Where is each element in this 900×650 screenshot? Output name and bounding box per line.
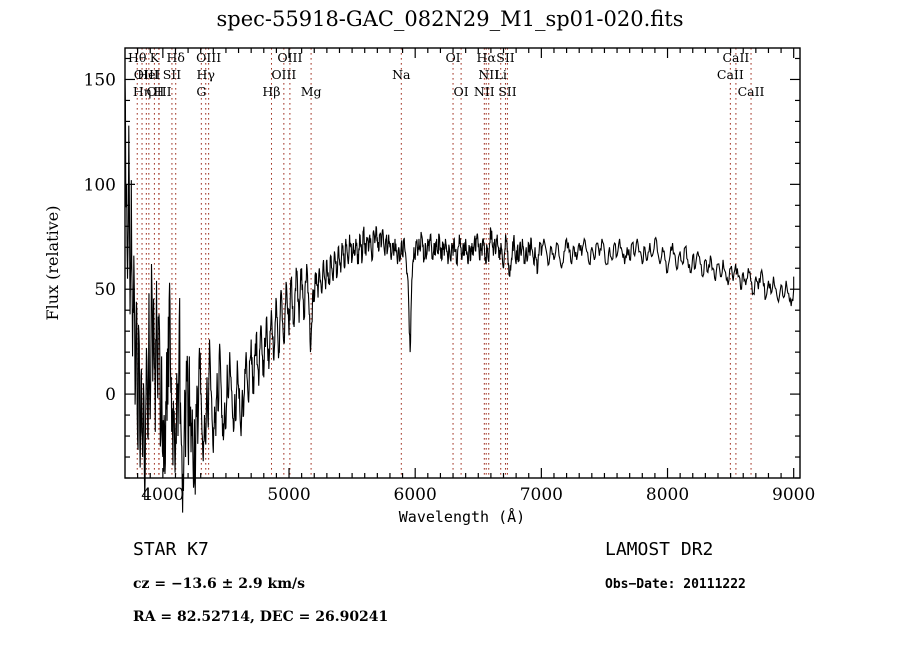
y-tick-150: 150	[84, 70, 116, 90]
plot-frame	[124, 47, 801, 479]
redshift-text: cz = −13.6 ± 2.9 km/s	[133, 576, 305, 592]
x-tick-5000: 5000	[267, 485, 310, 505]
line-label-OIII: OIII	[196, 50, 221, 65]
line-label-K: K	[150, 50, 160, 65]
line-label-H: H	[153, 84, 164, 99]
line-label-OIII: OIII	[134, 67, 159, 82]
coordinates-text: RA = 82.52714, DEC = 26.90241	[133, 609, 388, 625]
line-label-H: Hγ	[197, 67, 215, 82]
line-label-H: Hη	[133, 84, 151, 99]
x-tick-9000: 9000	[772, 485, 815, 505]
line-label-CaII: CaII	[722, 50, 749, 65]
line-label-NII: NII	[478, 67, 499, 82]
spectral-line-labels: HθHηOIIIHeIKHOIIISIIHδGHγOIIIHβOIIIOIIIM…	[128, 50, 765, 99]
y-tick-0: 0	[105, 385, 116, 405]
line-label-Li: Li	[495, 67, 507, 82]
x-tick-8000: 8000	[646, 485, 689, 505]
obs-date-text: Obs−Date: 20111222	[605, 577, 746, 592]
line-label-OIII: OIII	[277, 50, 302, 65]
line-label-HeI: HeI	[137, 67, 160, 82]
x-axis-label: Wavelength (Å)	[399, 507, 525, 526]
line-label-Na: Na	[392, 67, 411, 82]
line-label-OI: OI	[454, 84, 469, 99]
x-axis-ticks	[137, 48, 795, 478]
line-label-G: G	[196, 84, 206, 99]
line-label-NII: NII	[474, 84, 495, 99]
line-label-H: Hδ	[167, 50, 185, 65]
y-tick-100: 100	[84, 175, 116, 195]
line-label-CaII: CaII	[738, 84, 765, 99]
y-axis-tick-labels: 0 50 100 150	[84, 70, 116, 405]
line-label-SII: SII	[163, 67, 182, 82]
line-label-SII: SII	[496, 50, 515, 65]
x-tick-7000: 7000	[520, 485, 563, 505]
y-tick-50: 50	[94, 280, 116, 300]
page-title: spec-55918-GAC_082N29_M1_sp01-020.fits	[217, 7, 684, 31]
line-label-H: Hθ	[128, 50, 146, 65]
line-label-H: Hα	[477, 50, 497, 65]
line-label-OIII: OIII	[271, 67, 296, 82]
object-class-text: STAR K7	[133, 539, 209, 560]
line-label-OI: OI	[445, 50, 460, 65]
spectrum-trace	[124, 79, 795, 513]
x-tick-6000: 6000	[394, 485, 437, 505]
line-label-H: Hβ	[262, 84, 280, 99]
line-label-SII: SII	[498, 84, 517, 99]
line-label-Mg: Mg	[301, 84, 322, 99]
x-tick-4000: 4000	[141, 485, 184, 505]
line-label-CaII: CaII	[717, 67, 744, 82]
line-label-OIII: OIII	[147, 84, 172, 99]
survey-text: LAMOST DR2	[605, 539, 713, 560]
y-axis-ticks	[125, 57, 800, 479]
x-axis-tick-labels: 4000 5000 6000 7000 8000 9000	[141, 485, 815, 505]
y-axis-label: Flux (relative)	[43, 206, 62, 321]
